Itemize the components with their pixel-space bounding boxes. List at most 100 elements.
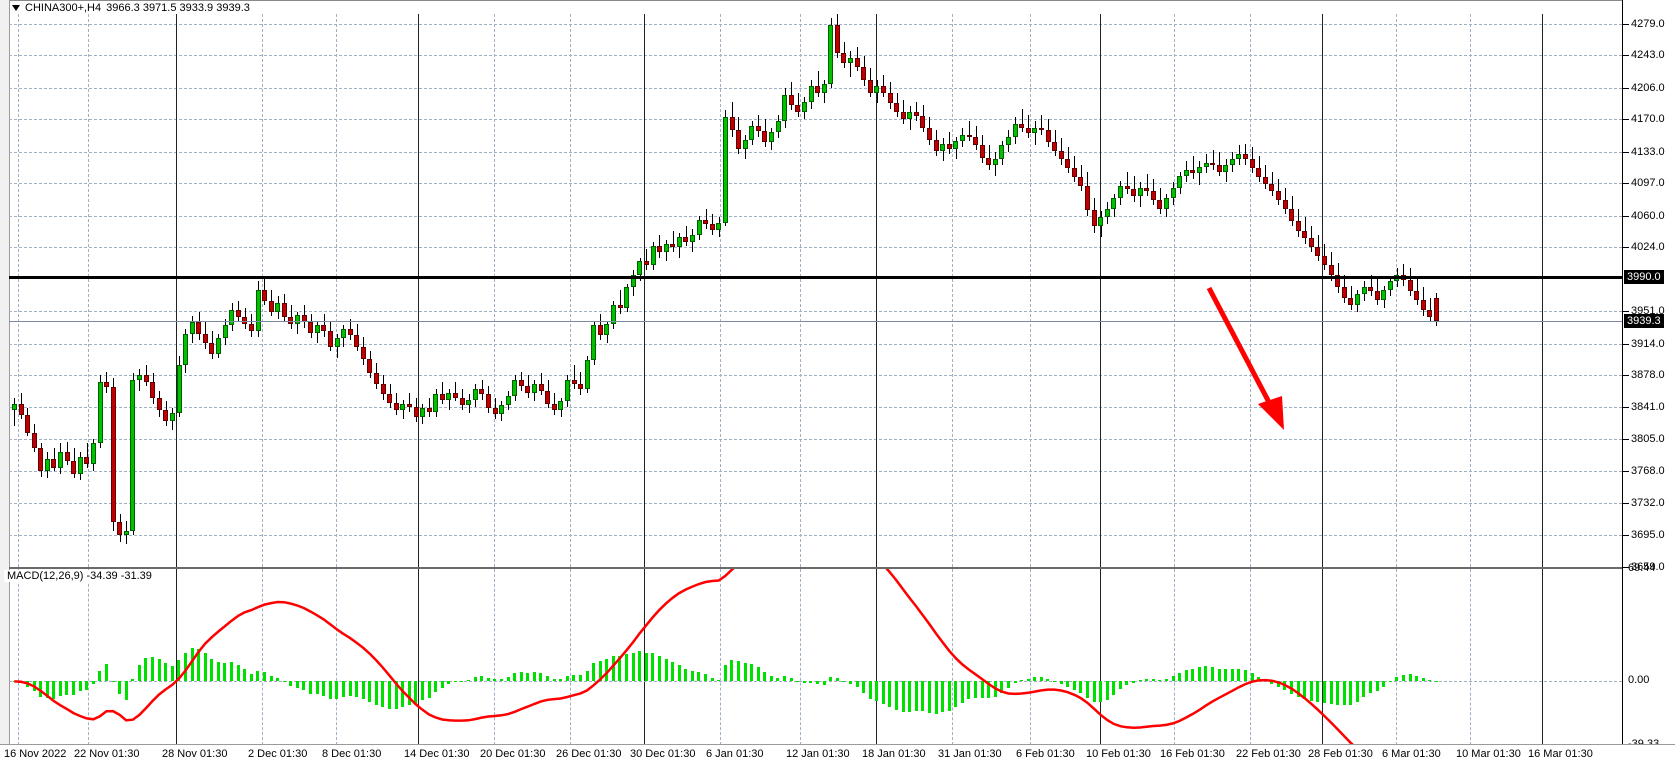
candle-wick	[673, 231, 674, 253]
macd-histogram-bar	[1191, 668, 1194, 682]
macd-histogram-bar	[1093, 681, 1096, 703]
macd-histogram-bar	[1303, 681, 1306, 700]
macd-histogram-bar	[1251, 673, 1254, 682]
candle-body	[361, 347, 366, 360]
candle-wick	[1272, 171, 1273, 197]
candle-body	[1283, 199, 1288, 209]
candle-body	[84, 456, 89, 465]
candle-body	[407, 403, 412, 407]
macd-histogram-bar	[750, 663, 753, 682]
macd-histogram-bar	[941, 681, 944, 713]
price-gridline	[9, 535, 1622, 537]
candle-wick	[1028, 114, 1029, 139]
candle-body	[453, 392, 458, 398]
candle-wick	[1305, 217, 1306, 244]
macd-histogram-bar	[1066, 681, 1069, 688]
candle-body	[888, 92, 893, 104]
macd-histogram-bar	[678, 664, 681, 682]
macd-histogram-bar	[52, 681, 55, 700]
candle-body	[1177, 176, 1182, 188]
price-tick	[1623, 407, 1629, 409]
candle-wick	[903, 99, 904, 124]
candle-body	[1052, 141, 1057, 151]
macd-histogram-bar	[1395, 677, 1398, 682]
candle-body	[1230, 158, 1235, 165]
candle-wick	[969, 120, 970, 142]
candle-body	[1151, 191, 1156, 200]
macd-histogram-bar	[651, 653, 654, 682]
macd-histogram-bar	[539, 672, 542, 682]
price-tick	[1623, 87, 1629, 89]
candle-body	[1421, 299, 1426, 311]
time-axis-label: 18 Jan 01:30	[862, 748, 926, 760]
candle-body	[1144, 187, 1149, 192]
macd-histogram-bar	[895, 681, 898, 710]
candle-body	[91, 443, 96, 465]
macd-histogram-bar	[59, 681, 62, 697]
candle-body	[1368, 287, 1373, 291]
macd-histogram-bar	[197, 649, 200, 682]
macd-histogram-bar	[1231, 669, 1234, 682]
price-gridline	[9, 23, 1622, 25]
resistance-line[interactable]	[9, 275, 1622, 279]
candle-body	[1427, 310, 1432, 318]
candle-body	[670, 243, 675, 248]
time-gridline	[876, 14, 877, 567]
candle-body	[130, 380, 135, 532]
macd-histogram-bar	[401, 681, 404, 708]
candle-body	[525, 385, 530, 393]
macd-histogram-bar	[632, 652, 635, 682]
macd-histogram-bar	[823, 681, 826, 686]
candle-body	[203, 333, 208, 343]
candle-body	[624, 287, 629, 308]
candle-body	[828, 24, 833, 85]
candle-body	[604, 324, 609, 335]
time-axis-label: 22 Nov 01:30	[74, 748, 140, 760]
macd-histogram-bar	[862, 681, 865, 693]
price-gridline	[9, 55, 1622, 57]
last-price-line	[9, 321, 1622, 323]
candle-body	[519, 380, 524, 386]
candle-body	[861, 66, 866, 80]
macd-histogram-bar	[638, 651, 641, 682]
price-axis-label: 3768.0	[1631, 465, 1665, 478]
time-axis-label: 16 Nov 2022	[4, 748, 67, 760]
macd-histogram-bar	[829, 677, 832, 682]
macd-histogram-bar	[1257, 676, 1260, 682]
candle-body	[1289, 208, 1294, 221]
candle-body	[427, 408, 432, 412]
candle-body	[157, 397, 162, 411]
macd-histogram-bar	[151, 656, 154, 682]
candle-wick	[1193, 155, 1194, 179]
candle-body	[1006, 136, 1011, 146]
price-gridline	[9, 247, 1622, 249]
triangle-down-icon[interactable]	[12, 5, 20, 11]
candle-body	[690, 234, 695, 242]
time-gridline	[1322, 569, 1323, 745]
candle-body	[65, 452, 70, 461]
candle-body	[479, 389, 484, 395]
candle-body	[591, 325, 596, 361]
candle-body	[1072, 168, 1077, 177]
time-axis[interactable]: 16 Nov 2022 22 Nov 01:30 28 Nov 01:30 2 Dec…	[0, 744, 1675, 765]
macd-histogram-bar	[928, 681, 931, 713]
candle-body	[1184, 169, 1189, 177]
macd-histogram-bar	[428, 681, 431, 698]
macd-histogram-bar	[329, 681, 332, 699]
price-axis[interactable]: 4279.0 4243.0 4206.0 4170.0 4133.0 4097.0 4060…	[1622, 0, 1675, 750]
candle-body	[446, 392, 451, 400]
candle-wick	[916, 101, 917, 121]
macd-pane[interactable]	[9, 568, 1622, 745]
candle-body	[907, 112, 912, 120]
candle-body	[229, 310, 234, 326]
macd-histogram-bar	[849, 681, 852, 684]
time-axis-label: 20 Dec 01:30	[480, 748, 546, 760]
price-pane[interactable]	[9, 14, 1622, 567]
macd-histogram-bar	[1145, 678, 1148, 682]
price-axis-label: 3878.0	[1631, 369, 1665, 382]
macd-histogram-bar	[1244, 670, 1247, 682]
price-axis-label: 3914.0	[1631, 337, 1665, 350]
candle-body	[374, 373, 379, 384]
candle-body	[1078, 177, 1083, 186]
macd-histogram-bar	[744, 663, 747, 682]
